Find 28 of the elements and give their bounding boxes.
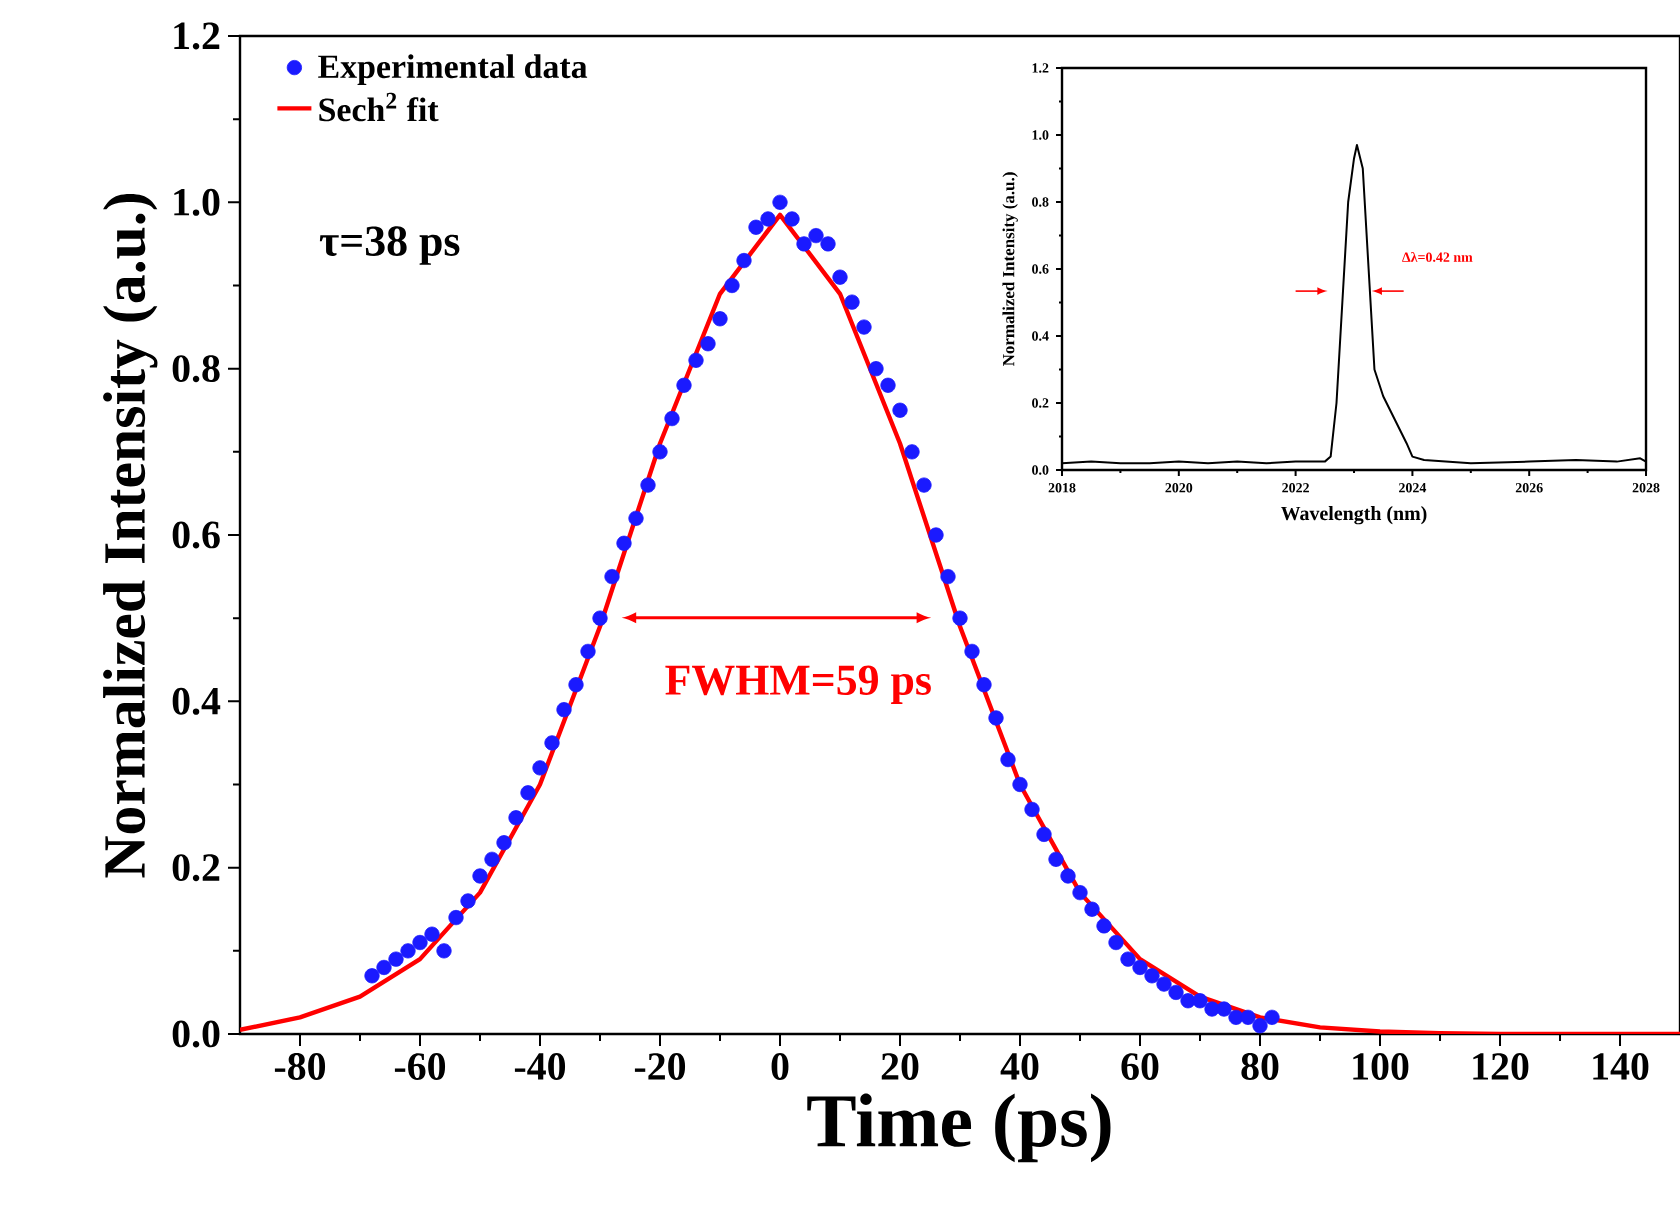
x-tick-label: 120 — [1473, 1053, 1529, 1080]
line-series — [240, 212, 1680, 1034]
x-tick-label: 0 — [771, 1053, 789, 1080]
x-tick-label: -60 — [394, 1053, 446, 1080]
x-tick-label: -80 — [274, 1053, 326, 1080]
x-tick-label: 100 — [1353, 1053, 1409, 1080]
annotation: FWHM=59 ps — [665, 665, 931, 704]
legend-label: Sech$^{2}$ fit — [319, 92, 439, 122]
x-tick-label: 140 — [1593, 1053, 1649, 1080]
x-axis-title: Time (ps) — [807, 1093, 1111, 1163]
x-tick-label: 40 — [1000, 1053, 1039, 1080]
y-axis-title: Normalized Intensity (a.u.) — [103, 193, 158, 878]
y-tick-label: 0.4 — [172, 687, 221, 715]
y-tick-label: 0.6 — [172, 521, 220, 549]
x-tick-label: 20 — [881, 1053, 919, 1080]
y-axis-title: Normalized Intensity (a.u.) — [1002, 172, 1018, 367]
y-tick-label: 0.0 — [172, 1020, 220, 1048]
x-tick-label: 60 — [1121, 1053, 1159, 1080]
x-tick-label: -40 — [514, 1053, 566, 1080]
x-tick-label: 80 — [1241, 1053, 1279, 1080]
y-tick-label: 1.0 — [174, 188, 220, 216]
y-tick-label: 0.8 — [172, 355, 220, 383]
annotation: τ=38 ps — [319, 226, 460, 265]
y-tick-label: 0.2 — [172, 854, 220, 882]
y-tick-label: 1.2 — [174, 22, 220, 50]
x-tick-label: -20 — [634, 1053, 686, 1080]
x-axis-title: Wavelength (nm) — [1280, 506, 1427, 525]
legend-label: Experimental data — [318, 54, 588, 86]
